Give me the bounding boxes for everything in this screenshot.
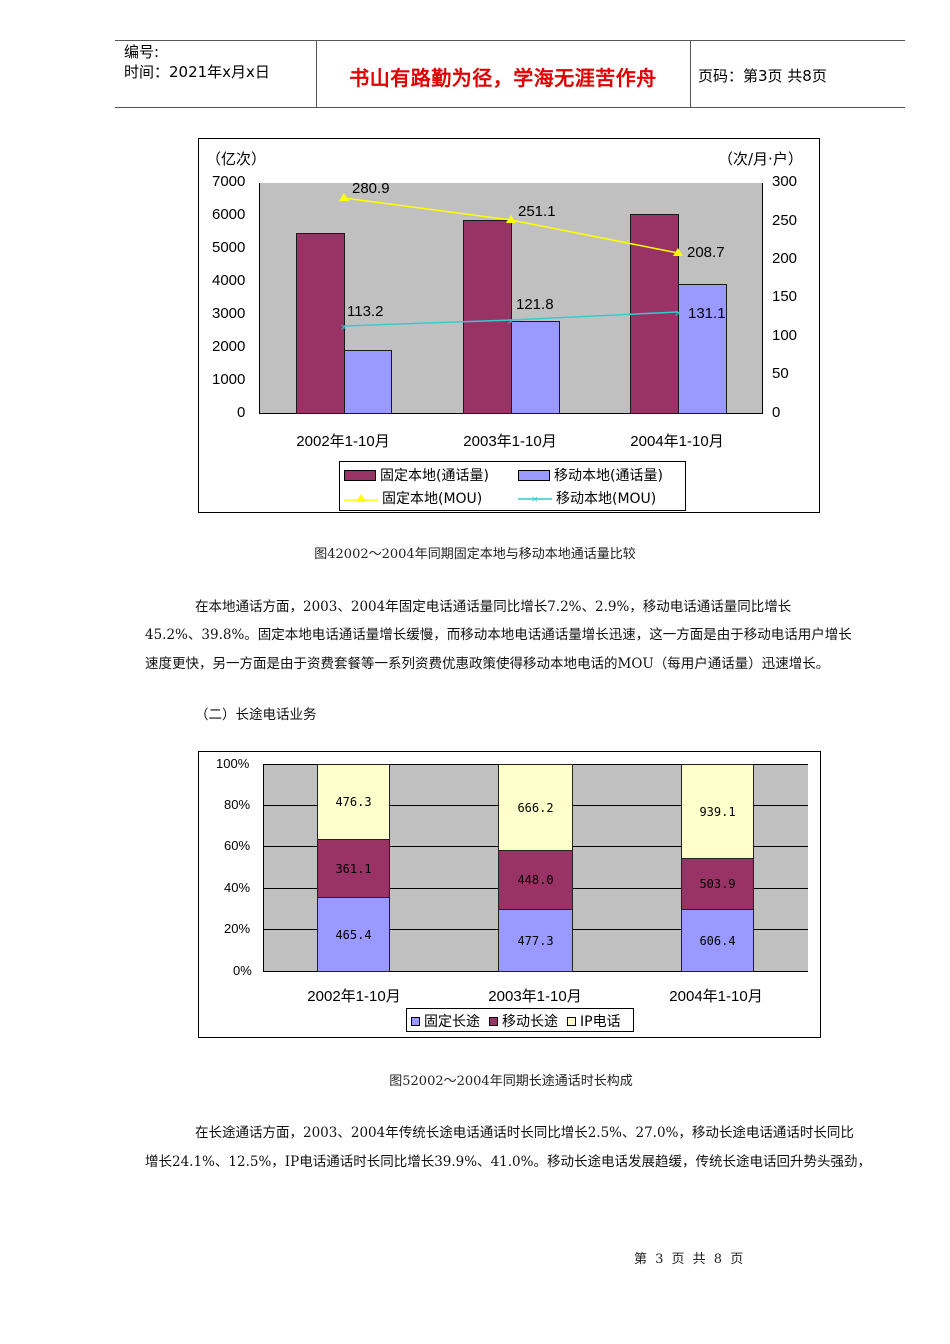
label-fixed-mou-2004: 208.7	[687, 244, 725, 261]
chart1-lines: × × ×	[339, 193, 683, 333]
axis-tick: 0	[237, 404, 246, 421]
legend-item-fixed-mou: 固定本地(MOU)	[344, 488, 482, 508]
chart1-category: 2002年1-10月	[296, 433, 390, 450]
figure-caption: 图52002～2004年同期长途通话时长构成	[389, 1074, 633, 1089]
page-footer: 第 3 页 共 8 页	[634, 1252, 744, 1267]
axis-tick: 5000	[212, 239, 246, 256]
chart1-left-unit: （亿次）	[206, 150, 267, 168]
segment-ip-2003: 666.2	[498, 764, 573, 851]
axis-tick: 6000	[212, 206, 246, 223]
segment-mobile-2002: 361.1	[317, 839, 390, 898]
legend-label: 固定本地(通话量)	[380, 468, 489, 484]
axis-tick: 80%	[224, 797, 251, 812]
legend-label: 移动长途	[502, 1014, 558, 1030]
svg-text:×: ×	[340, 323, 348, 333]
axis-tick: 300	[772, 173, 798, 190]
bar-fixed-2003	[463, 220, 512, 414]
axis-tick: 100%	[216, 756, 250, 771]
bar-mobile-2002	[344, 350, 392, 414]
legend-item-fixed-volume: 固定本地(通话量)	[344, 465, 489, 485]
label-fixed-mou-2002: 280.9	[352, 180, 390, 197]
chart1-right-unit: （次/月·户）	[718, 150, 803, 168]
axis-tick: 150	[772, 288, 798, 305]
axis-tick: 2000	[212, 338, 246, 355]
chart2-legend: 固定长途 移动长途 IP电话	[406, 1008, 634, 1032]
label-fixed-mou-2003: 251.1	[518, 203, 556, 220]
chart1-category: 2003年1-10月	[463, 433, 557, 450]
legend-swatch	[489, 1016, 498, 1026]
legend-swatch	[344, 469, 376, 481]
legend-item-ip: IP电话	[567, 1011, 621, 1031]
axis-tick: 7000	[212, 173, 246, 190]
legend-item-mobile: 移动长途	[489, 1011, 558, 1031]
svg-text:×: ×	[507, 317, 515, 327]
header-meta: 编号: 时间：2021年x月x日	[124, 42, 270, 82]
axis-tick: 20%	[224, 921, 251, 936]
axis-tick: 40%	[224, 880, 251, 895]
label-mobile-mou-2003: 121.8	[516, 296, 554, 313]
time-label: 时间：2021年x月x日	[124, 63, 270, 81]
segment-fixed-2003: 477.3	[498, 909, 573, 972]
chart1-category: 2004年1-10月	[630, 433, 724, 450]
axis-tick: 4000	[212, 272, 246, 289]
legend-label: IP电话	[580, 1014, 621, 1030]
segment-fixed-2004: 606.4	[681, 909, 754, 972]
segment-mobile-2003: 448.0	[498, 850, 573, 910]
chart2-y-axis-line	[263, 764, 264, 971]
legend-swatch	[567, 1016, 576, 1026]
header-top-rule	[115, 40, 905, 41]
legend-swatch	[411, 1016, 420, 1026]
chart1-legend: 固定本地(通话量) 移动本地(通话量) 固定本地(MOU) × 移动本地(MOU…	[339, 461, 686, 511]
page-info: 页码：第3页 共8页	[698, 67, 827, 85]
paragraph-line: 速度更快，另一方面是由于资费套餐等一系列资费优惠政策使得移动本地电话的MOU（每…	[145, 656, 830, 672]
triangle-marker-icon	[344, 494, 378, 502]
axis-tick: 200	[772, 250, 798, 267]
chart1-y2-axis-line	[762, 183, 763, 414]
chart2-category: 2003年1-10月	[488, 988, 582, 1005]
motto: 书山有路勤为径，学海无涯苦作舟	[349, 66, 657, 90]
header-divider	[690, 40, 691, 107]
bar-mobile-2004	[678, 284, 727, 414]
segment-fixed-2002: 465.4	[317, 897, 390, 972]
chart2-category: 2004年1-10月	[669, 988, 763, 1005]
x-marker-icon: ×	[518, 495, 552, 504]
legend-item-mobile-mou: × 移动本地(MOU)	[518, 488, 656, 508]
serial-label: 编号:	[124, 43, 160, 61]
chart2-category: 2002年1-10月	[307, 988, 401, 1005]
paragraph-line: 在长途通话方面，2003、2004年传统长途电话通话时长同比增长2.5%、27.…	[195, 1125, 854, 1141]
axis-tick: 0%	[233, 963, 252, 978]
axis-tick: 100	[772, 327, 798, 344]
legend-swatch	[518, 469, 550, 481]
axis-tick: 60%	[224, 838, 251, 853]
legend-label: 固定本地(MOU)	[382, 491, 483, 507]
segment-ip-2004: 939.1	[681, 764, 754, 859]
segment-ip-2002: 476.3	[317, 764, 390, 840]
svg-text:×: ×	[531, 495, 539, 504]
legend-label: 固定长途	[424, 1014, 480, 1030]
axis-tick: 250	[772, 212, 798, 229]
axis-tick: 1000	[212, 371, 246, 388]
legend-item-fixed: 固定长途	[411, 1011, 480, 1031]
segment-mobile-2004: 503.9	[681, 858, 754, 910]
paragraph-line: 在本地通话方面，2003、2004年固定电话通话量同比增长7.2%、2.9%，移…	[195, 599, 792, 615]
section-heading: （二）长途电话业务	[195, 707, 317, 723]
header-bottom-rule	[115, 107, 905, 108]
label-mobile-mou-2002: 113.2	[347, 303, 384, 320]
axis-tick: 50	[772, 365, 789, 382]
bar-mobile-2003	[511, 321, 560, 414]
legend-item-mobile-volume: 移动本地(通话量)	[518, 465, 663, 485]
bar-fixed-2002	[296, 233, 345, 414]
legend-label: 移动本地(MOU)	[556, 491, 657, 507]
legend-label: 移动本地(通话量)	[554, 468, 663, 484]
label-mobile-mou-2004: 131.1	[688, 305, 726, 322]
header-divider	[316, 40, 317, 107]
paragraph-line: 45.2%、39.8%。固定本地电话通话量增长缓慢，而移动本地电话通话量增长迅速…	[145, 627, 852, 643]
axis-tick: 0	[772, 404, 781, 421]
figure-caption: 图42002～2004年同期固定本地与移动本地通话量比较	[314, 547, 636, 562]
paragraph-line: 增长24.1%、12.5%，IP电话通话时长同比增长39.9%、41.0%。移动…	[145, 1154, 871, 1170]
svg-text:×: ×	[674, 309, 682, 319]
chart1-y-axis-line	[259, 183, 260, 414]
axis-tick: 3000	[212, 305, 246, 322]
